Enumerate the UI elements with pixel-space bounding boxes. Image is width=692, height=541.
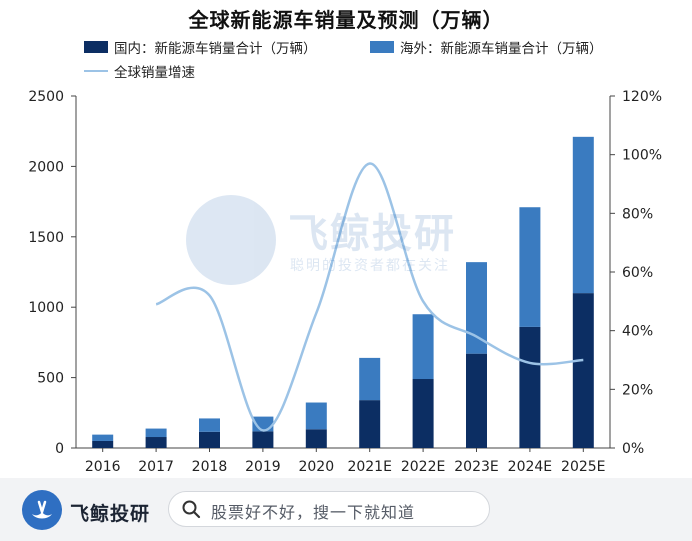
x-tick-label: 2022E [401,459,445,475]
legend-label-domestic: 国内：新能源车销量合计（万辆） [114,41,317,57]
left-tick-label: 0 [55,441,64,457]
bar-overseas [572,136,594,294]
bar-overseas [92,434,114,441]
left-tick-label: 2500 [28,89,64,105]
bar-overseas [199,418,220,432]
right-tick-label: 80% [622,206,653,222]
bar-overseas [412,314,434,380]
x-tick-label: 2020 [298,459,334,475]
left-tick-label: 1500 [28,230,64,246]
search-icon [182,500,201,519]
x-tick-label: 2024E [508,459,552,475]
left-tick-label: 1000 [28,300,64,316]
bar-overseas [466,262,487,354]
right-tick-label: 60% [622,265,653,281]
legend-item-overseas: 海外：新能源车销量合计（万辆） [370,37,603,57]
bar-domestic [359,400,381,448]
search-placeholder: 股票好不好，搜一下就知道 [211,503,416,522]
bar-domestic [466,353,487,448]
bar-overseas [305,402,327,430]
whale-logo-icon[interactable] [22,490,62,530]
chart-title: 全球新能源车销量及预测（万辆） [188,8,504,32]
growth-line-group [155,162,584,432]
x-tick-label: 2018 [192,459,228,475]
legend-swatch-growth [84,70,108,72]
footer-brand[interactable]: 飞鲸投研 [70,503,151,525]
bar-domestic [145,437,167,448]
bar-overseas [359,357,381,401]
legend-swatch-overseas [370,41,394,53]
left-tick-label: 2000 [28,159,64,175]
search-input[interactable]: 股票好不好，搜一下就知道 [168,491,490,527]
legend-item-domestic: 国内：新能源车销量合计（万辆） [84,37,317,57]
x-tick-label: 2017 [138,459,174,475]
x-tick-label: 2019 [245,459,281,475]
bars-group [92,136,594,448]
bar-overseas [145,428,167,438]
bar-domestic [519,326,541,448]
bar-domestic [572,293,594,448]
chart-area: 全球新能源车销量及预测（万辆） 国内：新能源车销量合计（万辆） 海外：新能源车销… [28,8,663,475]
bar-domestic [412,379,434,448]
x-tick-label: 2025E [561,459,605,475]
legend-swatch-domestic [84,41,108,53]
legend-label-overseas: 海外：新能源车销量合计（万辆） [400,41,603,57]
bar-overseas [519,207,541,327]
footer-bar: 飞鲸投研 股票好不好，搜一下就知道 [0,478,692,541]
x-tick-label: 2016 [85,459,121,475]
tick-labels-group: 0 500 1000 1500 2000 2500 0% 20% 40% 60% 80% 100% 12… [28,89,662,475]
x-tick-label: 2021E [347,459,391,475]
left-tick-label: 500 [37,371,64,387]
bar-domestic [305,429,327,448]
right-tick-label: 40% [622,324,653,340]
right-tick-label: 120% [622,89,662,105]
growth-line [155,162,584,432]
bar-domestic [252,431,274,448]
chart-plot: 0 500 1000 1500 2000 2500 0% 20% 40% 60% 80% 100% 12… [28,89,662,475]
legend-label-growth: 全球销量增速 [114,65,195,81]
right-tick-label: 100% [622,148,662,164]
bar-domestic [199,431,220,448]
bar-domestic [92,440,114,448]
right-tick-label: 20% [622,382,653,398]
right-tick-label: 0% [622,441,644,457]
legend-item-growth: 全球销量增速 [84,61,195,81]
x-tick-label: 2023E [454,459,498,475]
